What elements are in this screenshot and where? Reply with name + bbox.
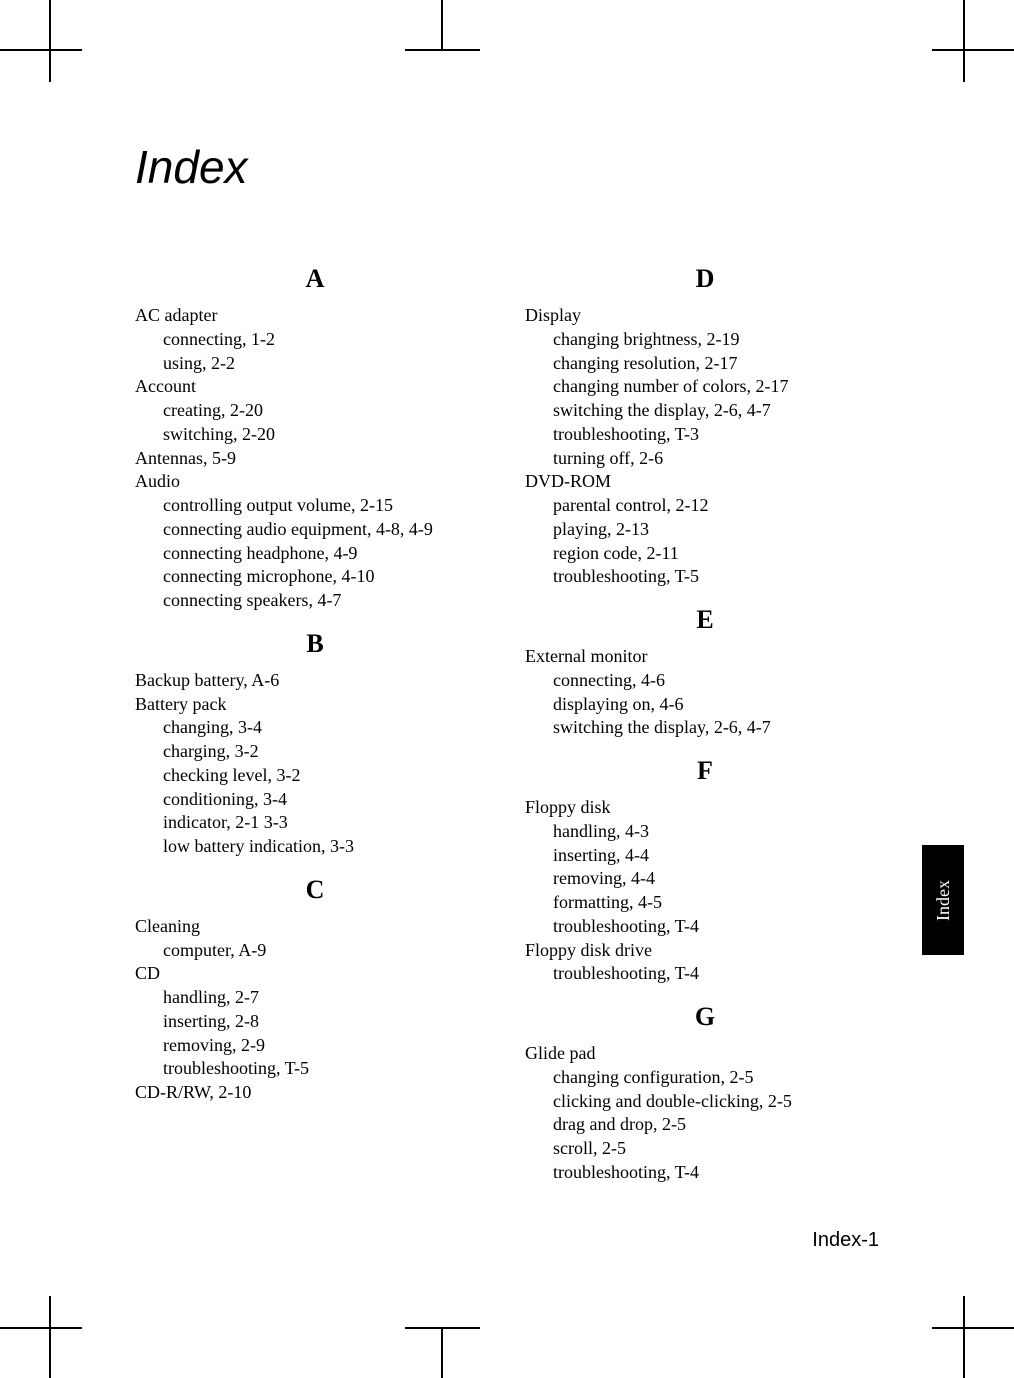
index-subentry: handling, 2-7	[135, 986, 495, 1010]
index-entry: Backup battery, A-6	[135, 669, 495, 693]
index-entry: Glide pad	[525, 1042, 885, 1066]
index-entry: Account	[135, 375, 495, 399]
index-entry: Antennas, 5-9	[135, 447, 495, 471]
index-entry: Floppy disk	[525, 796, 885, 820]
crop-mark	[963, 0, 965, 82]
index-subentry: removing, 2-9	[135, 1034, 495, 1058]
index-subentry: inserting, 4-4	[525, 844, 885, 868]
index-subentry: connecting audio equipment, 4-8, 4-9	[135, 518, 495, 542]
index-entry: Battery pack	[135, 693, 495, 717]
index-subentry: low battery indication, 3-3	[135, 835, 495, 859]
section-letter: E	[525, 605, 885, 635]
section-letter: G	[525, 1002, 885, 1032]
index-subentry: displaying on, 4-6	[525, 693, 885, 717]
index-subentry: checking level, 3-2	[135, 764, 495, 788]
page-footer: Index-1	[812, 1229, 879, 1252]
index-subentry: changing brightness, 2-19	[525, 328, 885, 352]
side-tab: Index	[922, 845, 964, 955]
crop-mark	[963, 1296, 965, 1378]
index-entry: CD	[135, 962, 495, 986]
index-subentry: indicator, 2-1 3-3	[135, 811, 495, 835]
section-letter: A	[135, 264, 495, 294]
index-subentry: handling, 4-3	[525, 820, 885, 844]
index-subentry: changing configuration, 2-5	[525, 1066, 885, 1090]
page-content: Index A AC adapterconnecting, 1-2using, 2…	[135, 140, 885, 1185]
section-letter: B	[135, 629, 495, 659]
index-subentry: charging, 3-2	[135, 740, 495, 764]
index-entry: CD-R/RW, 2-10	[135, 1081, 495, 1105]
index-subentry: drag and drop, 2-5	[525, 1113, 885, 1137]
index-column-left: A AC adapterconnecting, 1-2using, 2-2Acco…	[135, 264, 495, 1185]
index-subentry: clicking and double-clicking, 2-5	[525, 1090, 885, 1114]
index-subentry: region code, 2-11	[525, 542, 885, 566]
index-subentry: connecting speakers, 4-7	[135, 589, 495, 613]
index-subentry: troubleshooting, T-3	[525, 423, 885, 447]
index-entry: Cleaning	[135, 915, 495, 939]
index-subentry: parental control, 2-12	[525, 494, 885, 518]
index-subentry: connecting, 1-2	[135, 328, 495, 352]
section-letter: D	[525, 264, 885, 294]
index-subentry: computer, A-9	[135, 939, 495, 963]
index-subentry: scroll, 2-5	[525, 1137, 885, 1161]
index-subentry: connecting, 4-6	[525, 669, 885, 693]
index-subentry: connecting microphone, 4-10	[135, 565, 495, 589]
index-subentry: troubleshooting, T-5	[135, 1057, 495, 1081]
crop-mark	[0, 49, 82, 51]
index-subentry: controlling output volume, 2-15	[135, 494, 495, 518]
index-subentry: switching, 2-20	[135, 423, 495, 447]
index-subentry: troubleshooting, T-5	[525, 565, 885, 589]
crop-mark	[49, 0, 51, 82]
index-subentry: using, 2-2	[135, 352, 495, 376]
index-subentry: switching the display, 2-6, 4-7	[525, 399, 885, 423]
index-subentry: turning off, 2-6	[525, 447, 885, 471]
crop-mark	[932, 1327, 1014, 1329]
index-entry: Display	[525, 304, 885, 328]
index-entry: Audio	[135, 470, 495, 494]
page-title: Index	[135, 140, 885, 194]
index-subentry: conditioning, 3-4	[135, 788, 495, 812]
crop-mark	[49, 1296, 51, 1378]
crop-mark	[441, 1328, 443, 1378]
index-subentry: changing, 3-4	[135, 716, 495, 740]
section-letter: C	[135, 875, 495, 905]
index-subentry: creating, 2-20	[135, 399, 495, 423]
index-column-right: DDisplaychanging brightness, 2-19changin…	[525, 264, 885, 1185]
index-subentry: inserting, 2-8	[135, 1010, 495, 1034]
crop-mark	[441, 0, 443, 50]
index-subentry: formatting, 4-5	[525, 891, 885, 915]
index-subentry: switching the display, 2-6, 4-7	[525, 716, 885, 740]
index-entry: External monitor	[525, 645, 885, 669]
index-entry: Floppy disk drive	[525, 939, 885, 963]
crop-mark	[932, 49, 1014, 51]
index-subentry: changing number of colors, 2-17	[525, 375, 885, 399]
section-letter: F	[525, 756, 885, 786]
side-tab-label: Index	[932, 880, 953, 921]
index-subentry: playing, 2-13	[525, 518, 885, 542]
index-entry: DVD-ROM	[525, 470, 885, 494]
index-entry: AC adapter	[135, 304, 495, 328]
index-subentry: troubleshooting, T-4	[525, 1161, 885, 1185]
index-subentry: changing resolution, 2-17	[525, 352, 885, 376]
index-columns: A AC adapterconnecting, 1-2using, 2-2Acco…	[135, 264, 885, 1185]
crop-mark	[0, 1327, 82, 1329]
index-subentry: removing, 4-4	[525, 867, 885, 891]
index-subentry: troubleshooting, T-4	[525, 962, 885, 986]
index-subentry: connecting headphone, 4-9	[135, 542, 495, 566]
index-subentry: troubleshooting, T-4	[525, 915, 885, 939]
